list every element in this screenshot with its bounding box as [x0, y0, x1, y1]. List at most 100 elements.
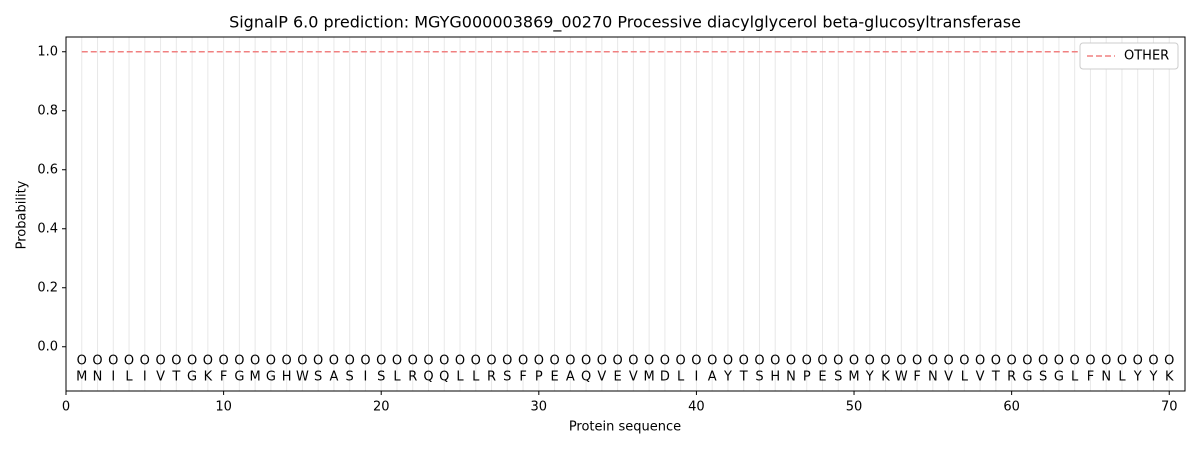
residue-state-label: O — [739, 354, 749, 369]
residue-letter: I — [143, 370, 147, 385]
residue-state-label: O — [439, 354, 449, 369]
residue-state-label: O — [1133, 354, 1143, 369]
residue-state-label: O — [676, 354, 686, 369]
residue-state-label: O — [486, 354, 496, 369]
x-tick-label: 0 — [62, 400, 70, 415]
residue-letter: G — [234, 370, 244, 385]
residue-letter: S — [314, 370, 322, 385]
residue-letter: V — [976, 370, 985, 385]
residue-letter: R — [487, 370, 496, 385]
residue-letter: V — [597, 370, 606, 385]
residue-letter: L — [1071, 370, 1079, 385]
residue-state-label: O — [817, 354, 827, 369]
residue-letter: I — [364, 370, 368, 385]
residue-state-label: O — [1054, 354, 1064, 369]
residue-state-label: O — [597, 354, 607, 369]
residue-letter: R — [408, 370, 417, 385]
residue-letter: M — [848, 370, 859, 385]
residue-state-label: O — [518, 354, 528, 369]
residue-letter: R — [1007, 370, 1016, 385]
residue-letter: H — [770, 370, 780, 385]
residue-letter: L — [472, 370, 480, 385]
x-tick-label: 50 — [846, 400, 863, 415]
residue-letter: S — [377, 370, 385, 385]
residue-state-label: O — [360, 354, 370, 369]
residue-state-label: O — [203, 354, 213, 369]
residue-state-label: O — [502, 354, 512, 369]
residue-letter: F — [1087, 370, 1094, 385]
residue-letter: L — [961, 370, 969, 385]
residue-state-label: O — [912, 354, 922, 369]
residue-letter: M — [250, 370, 261, 385]
residue-state-label: O — [423, 354, 433, 369]
x-tick-label: 20 — [373, 400, 390, 415]
residue-state-label: O — [108, 354, 118, 369]
residue-letter: T — [739, 370, 748, 385]
residue-letter: H — [282, 370, 292, 385]
residue-letter: N — [928, 370, 938, 385]
y-tick-label: 0.4 — [37, 221, 58, 236]
residue-state-label: O — [802, 354, 812, 369]
residue-state-label: O — [124, 354, 134, 369]
residue-state-label: O — [1117, 354, 1127, 369]
residue-state-label: O — [1022, 354, 1032, 369]
residue-letter: Y — [723, 370, 732, 385]
residue-state-label: O — [92, 354, 102, 369]
x-axis-label: Protein sequence — [569, 420, 681, 435]
residue-letter: L — [393, 370, 401, 385]
x-tick-label: 60 — [1003, 400, 1020, 415]
plot-frame — [65, 36, 1186, 392]
residue-letter: S — [755, 370, 763, 385]
residue-state-label: O — [1085, 354, 1095, 369]
residue-letter: M — [76, 370, 87, 385]
residue-letter: S — [1039, 370, 1047, 385]
residue-letter: A — [708, 370, 717, 385]
residue-letter: Y — [1149, 370, 1158, 385]
residue-letter: S — [346, 370, 354, 385]
residue-state-label: O — [754, 354, 764, 369]
residue-letter: Y — [1133, 370, 1142, 385]
residue-letter: P — [803, 370, 811, 385]
residue-letter: K — [881, 370, 890, 385]
residue-state-label: O — [660, 354, 670, 369]
residue-state-label: O — [471, 354, 481, 369]
residue-state-label: O — [723, 354, 733, 369]
residue-letter: A — [329, 370, 338, 385]
legend-label: OTHER — [1124, 49, 1169, 64]
residue-letter: A — [566, 370, 575, 385]
y-tick-label: 0.2 — [37, 280, 58, 295]
residue-state-label: O — [345, 354, 355, 369]
residue-state-label: O — [171, 354, 181, 369]
residue-state-label: O — [266, 354, 276, 369]
residue-state-label: O — [786, 354, 796, 369]
residue-state-label: O — [234, 354, 244, 369]
residue-letter: Q — [423, 370, 433, 385]
residue-letter: P — [535, 370, 543, 385]
residue-letter: I — [695, 370, 699, 385]
y-axis-label: Probability — [15, 180, 30, 249]
residue-state-label: O — [991, 354, 1001, 369]
x-tick-label: 30 — [531, 400, 548, 415]
x-tick-label: 40 — [688, 400, 705, 415]
chart-title: SignalP 6.0 prediction: MGYG000003869_00… — [229, 13, 1021, 33]
residue-letter: Y — [865, 370, 874, 385]
residue-letter: S — [503, 370, 511, 385]
residue-letter: N — [93, 370, 103, 385]
residue-letter: E — [614, 370, 622, 385]
residue-state-label: O — [959, 354, 969, 369]
residue-state-label: O — [833, 354, 843, 369]
residue-state-label: O — [297, 354, 307, 369]
residue-state-label: O — [218, 354, 228, 369]
y-tick-label: 0.0 — [37, 339, 58, 354]
legend-box — [1079, 42, 1179, 70]
residue-letter: V — [629, 370, 638, 385]
residue-state-label: O — [408, 354, 418, 369]
residue-state-label: O — [77, 354, 87, 369]
residue-state-label: O — [376, 354, 386, 369]
residue-state-label: O — [282, 354, 292, 369]
residue-letter: I — [111, 370, 115, 385]
residue-state-label: O — [943, 354, 953, 369]
residue-letter: F — [913, 370, 920, 385]
residue-state-label: O — [549, 354, 559, 369]
residue-letter: G — [1054, 370, 1064, 385]
